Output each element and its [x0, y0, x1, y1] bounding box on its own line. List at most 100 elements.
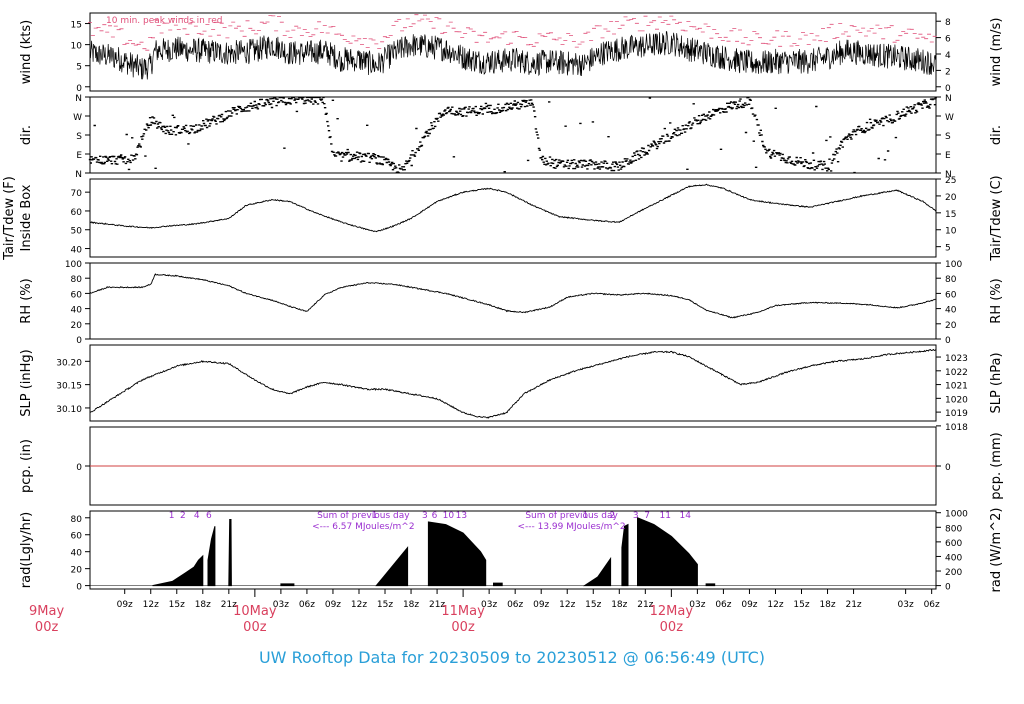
wind-left-tick-label: 5: [76, 63, 82, 73]
day-label: 12May: [650, 604, 694, 619]
temp-right-tick-label: 5: [945, 244, 951, 254]
radiation-area-5: [427, 521, 487, 587]
radiation-area-0: [152, 554, 204, 587]
radiation-hour-mark: 1: [583, 511, 589, 521]
day-sum-label-0: Sum of previous day: [317, 511, 410, 521]
day-sum-value-1: <--- 13.99 MJoules/m^2: [517, 522, 625, 532]
wind-right-tick-label: 4: [945, 51, 951, 61]
wind-left-tick-label: 10: [71, 42, 83, 52]
dir-right-tick-label: E: [945, 151, 951, 161]
temp-left-tick-label: 60: [71, 208, 83, 218]
radiation-hour-mark: 6: [432, 511, 438, 521]
wind-right-tick-label: 6: [945, 35, 951, 45]
radiation-area-8: [621, 523, 629, 587]
x-tick-label: 09z: [325, 600, 341, 610]
x-tick-label: 21z: [221, 600, 237, 610]
wind-right-tick-label: 0: [945, 84, 951, 94]
radiation-area-2: [228, 519, 232, 587]
x-tick-label: 03z: [273, 600, 289, 610]
pcp-right-tick-label: 0: [945, 463, 951, 473]
rad-left-tick-label: 40: [71, 549, 83, 559]
x-tick-label: 12z: [559, 600, 575, 610]
x-tick-label: 09z: [741, 600, 757, 610]
rad-right-tick-label: 0: [945, 583, 951, 593]
day-label-hour: 00z: [451, 620, 475, 635]
x-tick-label: 21z: [637, 600, 653, 610]
temp-right-tick-label: 10: [945, 227, 957, 237]
radiation-hour-mark: 4: [194, 511, 200, 521]
dir-right-tick-label: W: [945, 113, 954, 123]
rad-left-tick-label: 0: [76, 583, 82, 593]
slp-right-tick-label: 1019: [945, 409, 968, 419]
rad-left-axis-label: rad(Lgly/hr): [19, 512, 34, 588]
radiation-hour-mark: 7: [644, 511, 650, 521]
radiation-hour-mark: 1: [372, 511, 378, 521]
wind-right-tick-label: 2: [945, 67, 951, 77]
rad-right-tick-label: 800: [945, 524, 962, 534]
footer-title: UW Rooftop Data for 20230509 to 20230512…: [258, 648, 766, 667]
day-label-hour: 00z: [243, 620, 267, 635]
x-tick-label: 03z: [689, 600, 705, 610]
rh-panel-frame: [89, 262, 937, 340]
x-tick-label: 06z: [507, 600, 523, 610]
x-tick-label: 15z: [169, 600, 185, 610]
slp-right-tick-label: 1022: [945, 368, 968, 378]
wind-right-axis-label: wind (m/s): [989, 18, 1004, 87]
rh-right-tick-label: 20: [945, 321, 957, 331]
radiation-area-1: [207, 526, 216, 587]
radiation-hour-mark: 11: [660, 511, 671, 521]
x-tick-label: 21z: [429, 600, 445, 610]
x-tick-label: 03z: [898, 600, 914, 610]
slp-right-tick-label: 1021: [945, 382, 968, 392]
wind-peak-note: 10 min. peak winds in red: [106, 16, 223, 26]
slp-right-tick-label: 1018: [945, 423, 968, 433]
wind-left-tick-label: 0: [76, 84, 82, 94]
rh-right-tick-label: 40: [945, 306, 957, 316]
rh-right-axis-label: RH (%): [989, 278, 1004, 323]
x-tick-label: 15z: [377, 600, 393, 610]
x-tick-label: 15z: [585, 600, 601, 610]
x-tick-label: 15z: [793, 600, 809, 610]
radiation-hour-mark: 2: [609, 511, 615, 521]
x-tick-label: 03z: [481, 600, 497, 610]
dir-left-axis-label: dir.: [19, 125, 34, 145]
dir-left-tick-label: S: [76, 132, 82, 142]
slp-panel-frame: [89, 344, 937, 422]
slp-left-tick-label: 30.10: [56, 405, 82, 415]
radiation-area-4: [375, 546, 409, 587]
x-tick-label: 06z: [924, 600, 940, 610]
rh-left-tick-label: 0: [76, 336, 82, 346]
day-label-hour: 00z: [35, 620, 59, 635]
radiation-area-7: [582, 556, 612, 587]
slp-right-axis-label: SLP (hPa): [989, 352, 1004, 413]
rh-left-tick-label: 80: [71, 275, 83, 285]
x-tick-label: 18z: [403, 600, 419, 610]
slp-right-tick-label: 1023: [945, 354, 968, 364]
radiation-hour-mark: 6: [206, 511, 212, 521]
radiation-hour-mark: 1: [169, 511, 175, 521]
radiation-hour-mark: 14: [680, 511, 692, 521]
x-tick-label: 18z: [819, 600, 835, 610]
temp-right-axis-label: Tair/Tdew (C): [989, 175, 1004, 261]
x-tick-label: 06z: [299, 600, 315, 610]
rh-right-tick-label: 0: [945, 336, 951, 346]
day-label: 11May: [441, 604, 485, 619]
wind-right-tick-label: 8: [945, 18, 951, 28]
radiation-area-3: [280, 583, 295, 587]
rad-panel-frame: [89, 510, 937, 590]
rad-left-tick-label: 60: [71, 532, 83, 542]
x-tick-label: 12z: [351, 600, 367, 610]
relative-humidity-line: [89, 273, 936, 319]
dir-right-tick-label: N: [945, 94, 952, 104]
rh-right-tick-label: 100: [945, 260, 962, 270]
dir-right-axis-label: dir.: [989, 125, 1004, 145]
x-tick-label: 09z: [117, 600, 133, 610]
rad-left-tick-label: 80: [71, 515, 83, 525]
day-label: 10May: [233, 604, 277, 619]
temp-right-tick-label: 15: [945, 210, 956, 220]
dir-left-tick-label: N: [75, 170, 82, 180]
slp-left-tick-label: 30.15: [56, 382, 82, 392]
temp-left-tick-label: 70: [71, 189, 83, 199]
x-tick-label: 09z: [533, 600, 549, 610]
